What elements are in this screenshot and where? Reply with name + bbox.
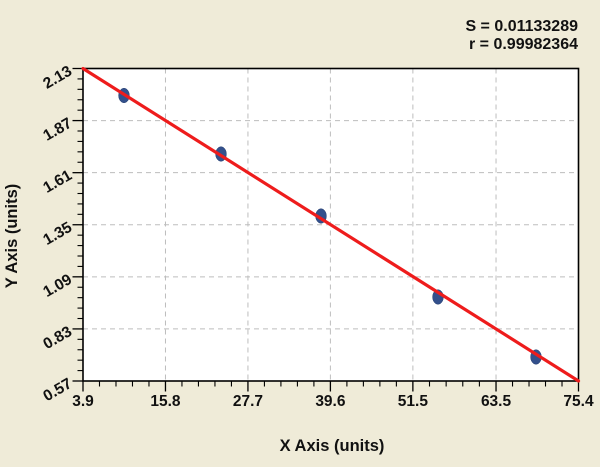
svg-text:1.87: 1.87: [40, 115, 75, 145]
svg-text:51.5: 51.5: [398, 393, 429, 410]
svg-text:3.9: 3.9: [72, 393, 94, 410]
svg-text:0.57: 0.57: [40, 375, 75, 405]
svg-text:Y Axis (units): Y Axis (units): [3, 184, 21, 289]
svg-text:0.83: 0.83: [40, 323, 75, 353]
svg-text:X Axis (units): X Axis (units): [280, 437, 385, 455]
svg-text:1.61: 1.61: [40, 167, 75, 197]
svg-text:39.6: 39.6: [315, 393, 346, 410]
svg-text:S = 0.01133289: S = 0.01133289: [465, 18, 578, 35]
svg-text:r = 0.99982364: r = 0.99982364: [469, 36, 578, 53]
svg-text:15.8: 15.8: [150, 393, 181, 410]
svg-text:75.4: 75.4: [563, 393, 594, 410]
svg-text:2.13: 2.13: [40, 63, 75, 93]
svg-text:1.09: 1.09: [40, 271, 75, 301]
svg-text:63.5: 63.5: [481, 393, 512, 410]
svg-text:27.7: 27.7: [233, 393, 263, 410]
svg-text:1.35: 1.35: [40, 219, 75, 249]
